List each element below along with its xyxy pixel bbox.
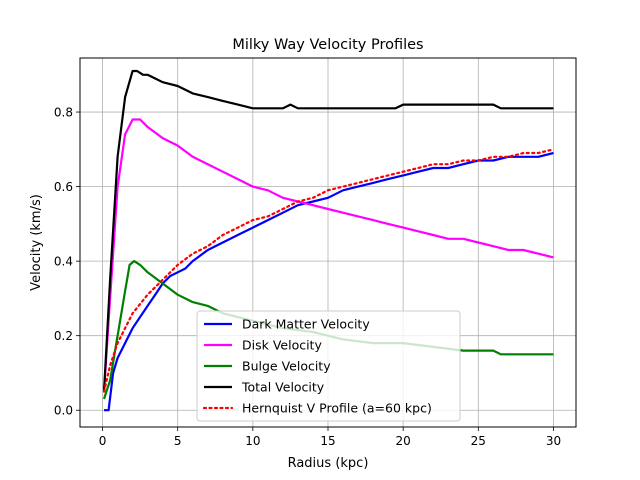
y-tick-label: 0.8 [54,106,73,120]
chart-title: Milky Way Velocity Profiles [232,37,423,53]
y-axis-label: Velocity (km/s) [29,194,44,291]
legend-label-3: Total Velocity [241,380,325,395]
y-tick-label: 0.0 [54,404,73,418]
x-tick-label: 0 [99,434,107,448]
legend-box [196,310,461,422]
y-axis: 0.0 0.2 0.4 0.6 0.8 [54,106,80,418]
x-tick-label: 30 [546,434,561,448]
x-tick-label: 15 [320,434,335,448]
series-line-0 [104,151,554,412]
series-line-4 [102,148,555,393]
series-line-1 [102,118,554,392]
legend: Dark Matter Velocity Disk Velocity Bulge V… [196,310,461,422]
x-tick-label: 10 [245,434,260,448]
y-tick-label: 0.2 [54,329,73,343]
legend-label-0: Dark Matter Velocity [242,317,370,332]
x-tick-label: 20 [396,434,411,448]
legend-label-2: Bulge Velocity [242,359,331,374]
x-tick-label: 25 [471,434,486,448]
legend-label-4: Hernquist V Profile (a=60 kpc) [242,401,432,416]
series-line-3 [102,69,554,392]
x-axis: 0 5 10 15 20 25 30 [99,427,561,448]
x-tick-label: 5 [174,434,182,448]
legend-label-1: Disk Velocity [242,338,322,353]
y-tick-label: 0.6 [54,180,73,194]
x-axis-label: Radius (kpc) [288,456,369,471]
grid [80,58,576,427]
y-tick-label: 0.4 [54,255,73,269]
